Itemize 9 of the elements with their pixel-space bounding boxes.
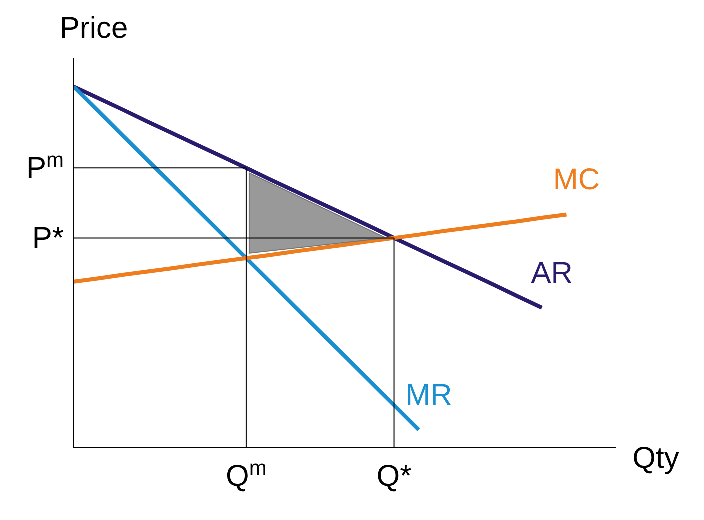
series-label: MR: [406, 378, 452, 412]
series-label: MC: [553, 164, 600, 197]
ref-line-label: P*: [32, 222, 64, 256]
series-label: AR: [531, 256, 573, 290]
x-axis-title: Qty: [632, 442, 680, 475]
y-axis-title: Price: [60, 12, 128, 45]
x-tick-label: Q$^{m}$: [226, 456, 267, 493]
x-tick-label: Q*: [376, 460, 412, 493]
ref-line-label: P$^{m}$: [26, 148, 64, 186]
